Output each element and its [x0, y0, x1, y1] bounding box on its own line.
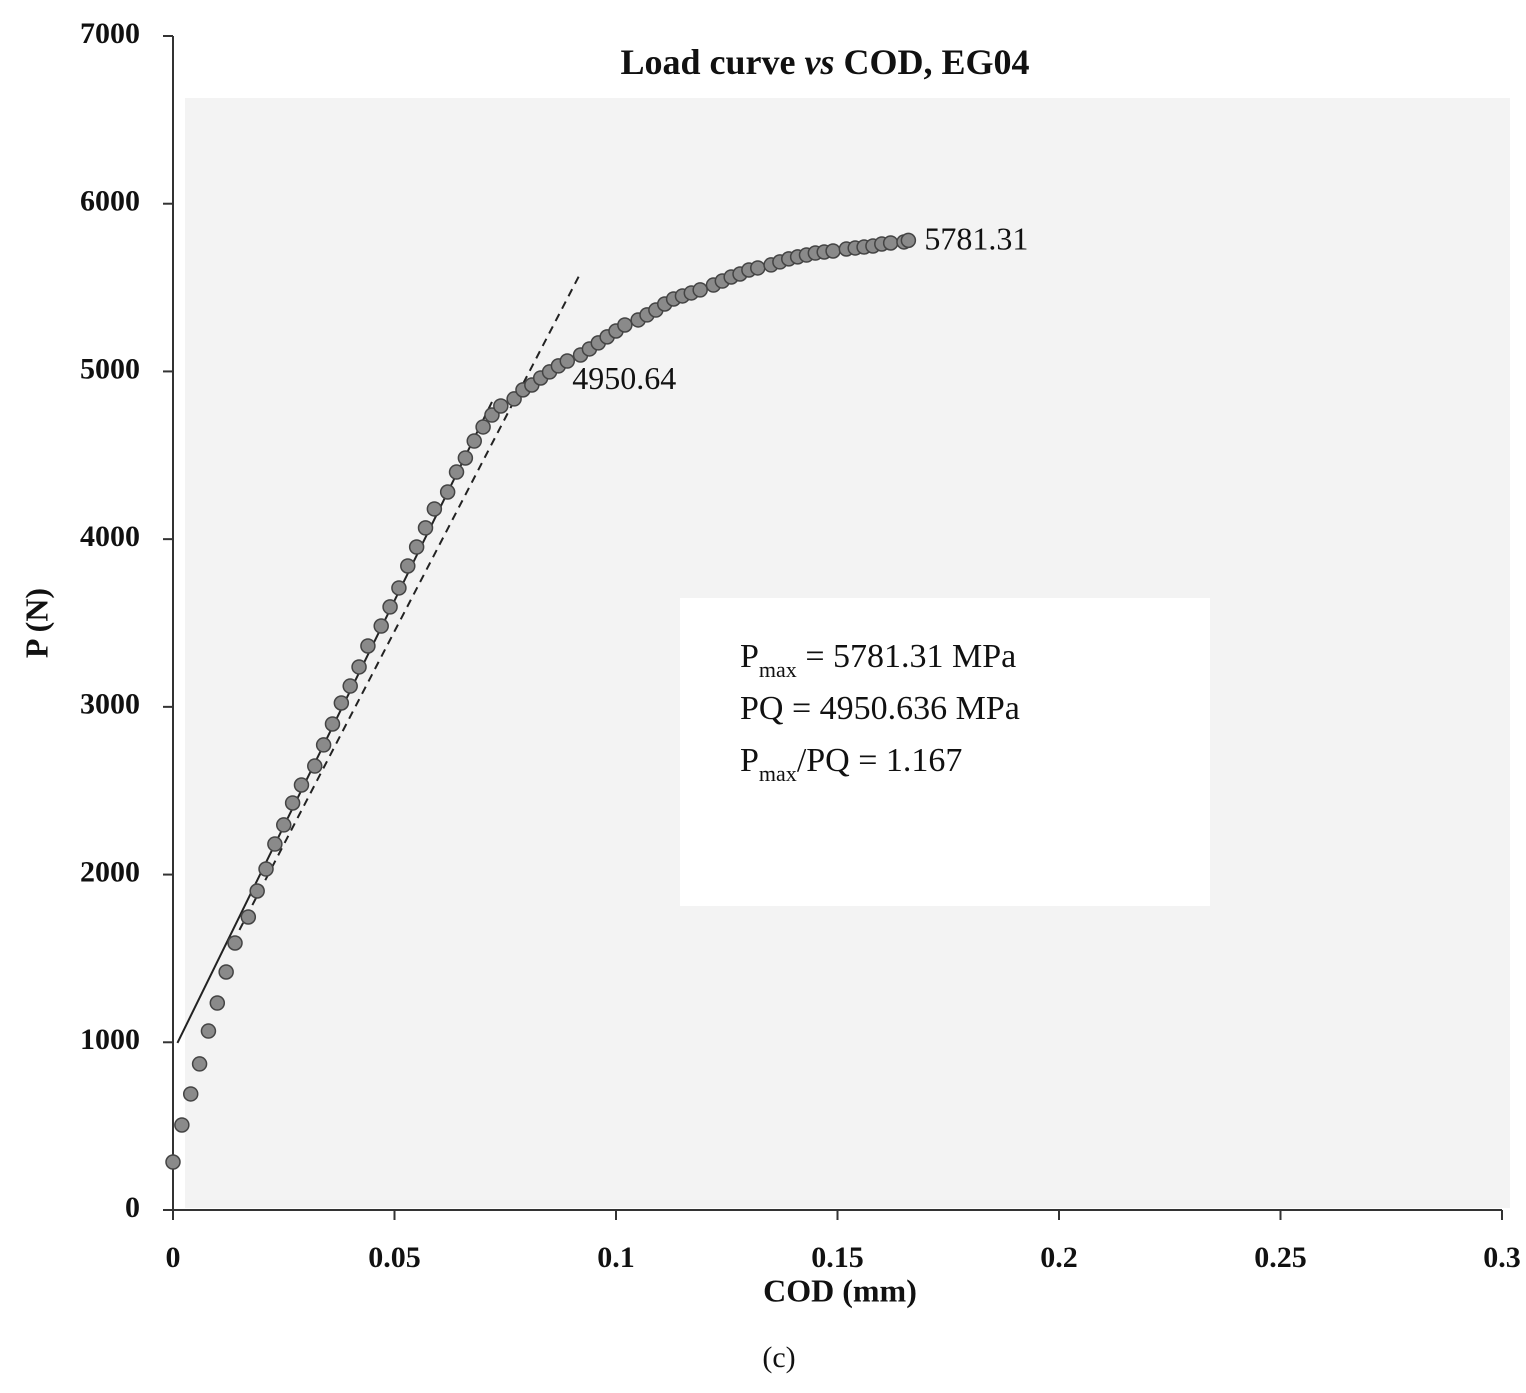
data-point — [240, 909, 257, 925]
data-point — [559, 353, 576, 369]
x-tick-label: 0.25 — [1254, 1241, 1307, 1274]
text-part: = 5781.31 MPa — [797, 638, 1016, 675]
subscript: max — [759, 761, 797, 786]
data-point — [391, 580, 407, 596]
x-tick-label: 0.2 — [1040, 1241, 1078, 1274]
data-point — [284, 795, 301, 811]
data-point — [900, 232, 917, 249]
y-tick-label: 1000 — [80, 1023, 140, 1056]
data-point — [360, 638, 376, 654]
data-point — [617, 317, 633, 333]
x-tick-label: 0 — [166, 1241, 181, 1274]
data-point — [342, 678, 358, 694]
data-point — [475, 419, 491, 435]
chart-title: Load curve vs COD, EG04 — [620, 42, 1029, 82]
data-point — [439, 484, 456, 500]
data-point — [182, 1086, 199, 1102]
textbox-background — [680, 598, 1210, 906]
data-point — [324, 716, 341, 732]
data-point — [293, 777, 310, 793]
data-point — [165, 1154, 181, 1170]
data-point — [882, 235, 899, 251]
text-part: P — [740, 742, 759, 779]
data-point — [382, 599, 398, 615]
y-tick-label: 2000 — [80, 855, 140, 888]
data-point — [493, 398, 509, 414]
data-point — [466, 433, 482, 449]
data-point — [692, 282, 708, 298]
y-axis-label: P (N) — [18, 588, 54, 658]
data-point — [825, 243, 841, 259]
data-point — [267, 836, 283, 852]
text-part: P — [740, 638, 759, 675]
caption: (c) — [762, 1341, 795, 1374]
y-tick-label: 6000 — [80, 185, 140, 218]
data-point — [426, 501, 443, 517]
data-point — [408, 539, 425, 555]
data-point — [276, 817, 292, 833]
textbox-line: PQ = 4950.636 MPa — [740, 690, 1020, 727]
data-point — [315, 737, 332, 753]
data-point — [417, 520, 434, 536]
x-tick-label: 0.1 — [597, 1241, 635, 1274]
textbox-line: Pmax/PQ = 1.167 — [740, 742, 962, 786]
point-label: 5781.31 — [924, 221, 1028, 257]
y-tick-label: 7000 — [80, 17, 140, 50]
subscript: max — [759, 657, 797, 682]
x-axis-label: COD (mm) — [763, 1272, 917, 1308]
textbox-line: Pmax = 5781.31 MPa — [740, 638, 1016, 682]
data-point — [448, 464, 465, 480]
data-point — [249, 883, 265, 899]
text-part: PQ = 4950.636 MPa — [740, 690, 1020, 727]
y-tick-label: 3000 — [80, 688, 140, 721]
data-point — [191, 1056, 208, 1072]
text-part: /PQ = 1.167 — [797, 742, 963, 779]
data-point — [227, 935, 243, 951]
data-point — [174, 1117, 190, 1133]
data-point — [457, 450, 474, 466]
x-tick-label: 0.3 — [1483, 1241, 1521, 1274]
data-point — [351, 659, 367, 675]
data-point — [209, 995, 226, 1011]
data-point — [750, 260, 766, 276]
data-point — [218, 964, 234, 980]
data-point — [400, 558, 416, 574]
data-point — [200, 1023, 217, 1039]
y-tick-label: 5000 — [80, 352, 140, 385]
point-label: 4950.64 — [572, 360, 676, 396]
y-tick-label: 4000 — [80, 520, 140, 553]
data-point — [258, 861, 274, 877]
x-tick-label: 0.05 — [368, 1241, 421, 1274]
data-point — [307, 758, 323, 774]
x-tick-label: 0.15 — [811, 1241, 864, 1274]
y-tick-label: 0 — [125, 1191, 140, 1224]
data-point — [373, 618, 389, 634]
data-point — [333, 695, 350, 711]
